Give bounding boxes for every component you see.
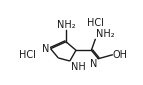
Text: NH₂: NH₂ (96, 29, 115, 39)
Text: OH: OH (113, 50, 128, 60)
Text: HCl: HCl (19, 50, 36, 60)
Text: HCl: HCl (87, 18, 104, 28)
Text: NH₂: NH₂ (57, 20, 75, 30)
Text: NH: NH (71, 62, 85, 72)
Text: N: N (90, 59, 98, 69)
Text: N: N (42, 44, 50, 54)
